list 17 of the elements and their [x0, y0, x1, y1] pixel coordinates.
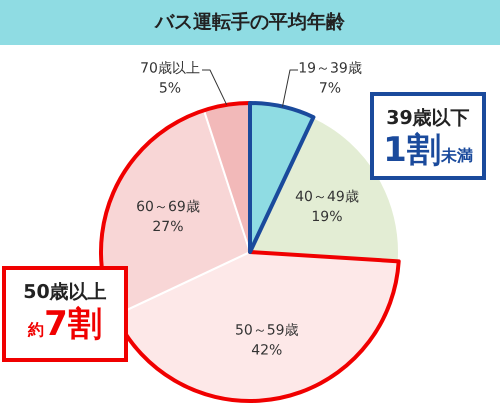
chart-title: バス運転手の平均年齢 [0, 0, 500, 45]
slice-label: 70歳以上 [140, 60, 200, 77]
text: 39歳以下 [385, 106, 471, 130]
data-label: 27% [152, 219, 184, 236]
slice-label: 19～39歳 [298, 60, 362, 77]
data-label: 7% [318, 80, 342, 97]
text: 1割 [383, 130, 441, 170]
slice-label: 40～49歳 [295, 189, 359, 206]
text: 未満 [440, 146, 473, 165]
text: 50歳以上 [22, 280, 108, 304]
slice-label: 50～59歳 [234, 322, 299, 338]
slice-label: 60～69歳 [136, 199, 200, 216]
text: 7割 [44, 304, 102, 344]
text: 約 [28, 320, 44, 339]
data-label: 5% [158, 80, 182, 97]
data-label: 19% [311, 209, 343, 226]
data-label: 42% [251, 342, 282, 358]
